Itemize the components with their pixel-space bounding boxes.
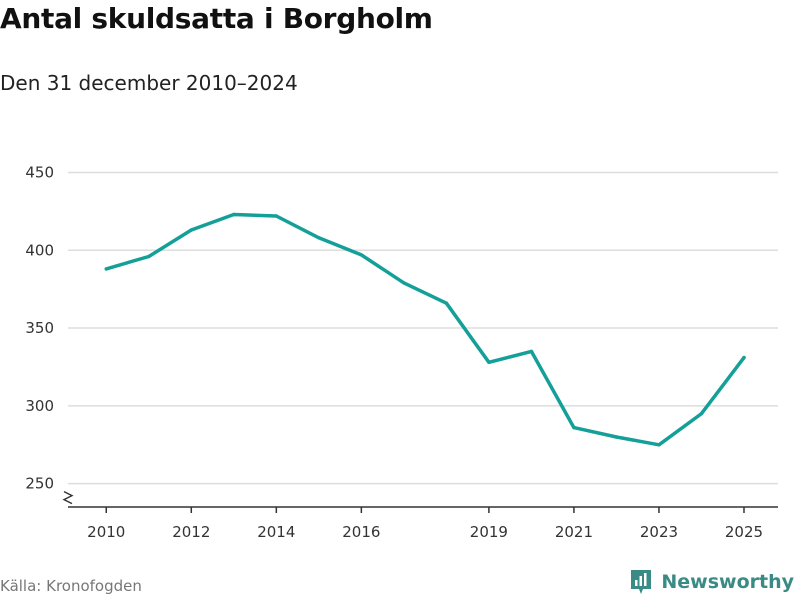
data-point-2010 — [104, 267, 109, 271]
data-point-2023 — [657, 443, 661, 447]
y-tick-label-300: 300 — [25, 397, 54, 415]
data-point-2018 — [444, 301, 449, 305]
gridlines — [68, 171, 778, 485]
x-axis — [62, 491, 778, 508]
y-tick-label-400: 400 — [25, 241, 54, 259]
x-tick-label-2016: 2016 — [342, 523, 380, 541]
data-point-2013 — [232, 212, 236, 217]
brand-logo: Newsworthy — [629, 568, 794, 596]
data-point-2022 — [614, 435, 619, 439]
series-group — [104, 212, 746, 447]
bar-chart-logo-icon — [631, 570, 652, 594]
data-point-2016 — [359, 253, 364, 257]
data-point-2020 — [529, 349, 534, 354]
x-tick-label-2012: 2012 — [172, 523, 210, 541]
data-point-2024 — [699, 411, 704, 416]
data-point-2019 — [487, 360, 491, 364]
data-point-2011 — [147, 254, 151, 259]
x-tick-label-2023: 2023 — [640, 523, 678, 541]
chart-title: Antal skuldsatta i Borgholm — [0, 2, 433, 35]
data-point-2015 — [317, 236, 321, 240]
x-tick-label-2021: 2021 — [555, 523, 593, 541]
x-tick-label-2019: 2019 — [470, 523, 508, 541]
data-point-2017 — [402, 281, 406, 285]
axis-break-icon — [62, 491, 74, 505]
data-point-2012 — [189, 228, 193, 232]
chart-subtitle: Den 31 december 2010–2024 — [0, 71, 298, 95]
y-tick-label-250: 250 — [25, 475, 54, 493]
data-point-2014 — [274, 214, 278, 218]
brand-name: Newsworthy — [661, 571, 794, 593]
x-tick-label-2014: 2014 — [257, 523, 295, 541]
y-axis-ticks: 250 300 350 400 450 — [25, 163, 54, 492]
y-tick-label-350: 350 — [25, 319, 54, 337]
data-point-2025 — [742, 355, 746, 360]
x-tick-label-2010: 2010 — [87, 523, 125, 541]
x-tick-label-2025: 2025 — [725, 523, 763, 541]
source-note: Källa: Kronofogden — [0, 577, 142, 595]
data-point-2021 — [572, 425, 576, 430]
x-axis-ticks: 2010 2012 2014 2016 2019 2021 2023 2025 — [87, 507, 763, 541]
y-tick-label-450: 450 — [25, 163, 54, 181]
series-line-0 — [104, 212, 746, 447]
line-chart: 250 300 350 400 450 2010 2012 2014 2016 2019 2021… — [25, 163, 778, 541]
